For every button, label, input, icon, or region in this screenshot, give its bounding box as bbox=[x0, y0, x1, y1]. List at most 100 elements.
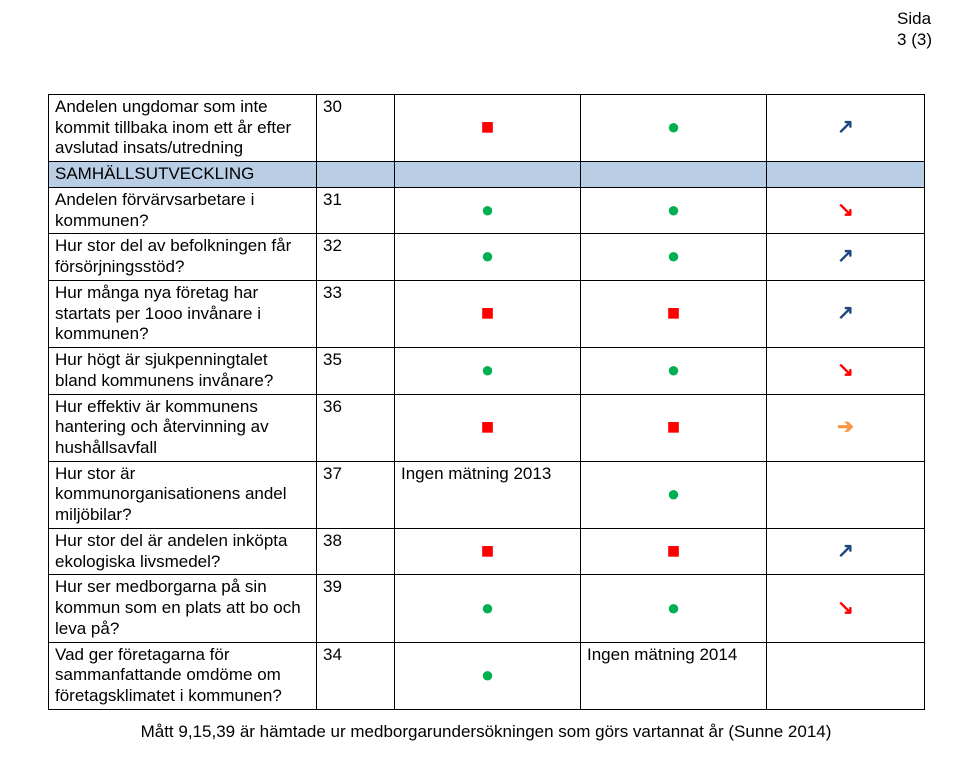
row-number: 38 bbox=[317, 528, 395, 574]
row-number: 30 bbox=[317, 95, 395, 162]
arr-right-icon: ➔ bbox=[837, 417, 854, 437]
dot-icon: ● bbox=[481, 245, 494, 267]
row-number: 39 bbox=[317, 575, 395, 642]
row-c4: ● bbox=[581, 95, 767, 162]
arr-upright-icon: ↗ bbox=[837, 303, 854, 323]
row-c5: ↗ bbox=[767, 234, 925, 280]
row-c3: ● bbox=[395, 234, 581, 280]
arr-downright-icon: ↘ bbox=[837, 598, 854, 618]
row-c3: ● bbox=[395, 642, 581, 709]
row-c5: ↘ bbox=[767, 348, 925, 394]
row-c4: ■ bbox=[581, 394, 767, 461]
content: Andelen ungdomar som inte kommit tillbak… bbox=[48, 94, 924, 742]
table-row: Hur ser medborgarna på sin kommun som en… bbox=[49, 575, 925, 642]
row-number: 31 bbox=[317, 187, 395, 233]
row-c5: ↘ bbox=[767, 575, 925, 642]
row-c3: Ingen mätning 2013 bbox=[395, 461, 581, 528]
table-row: Andelen förvärvsarbetare i kommunen?31 ● ●… bbox=[49, 187, 925, 233]
dot-icon: ● bbox=[481, 359, 494, 381]
data-table: Andelen ungdomar som inte kommit tillbak… bbox=[48, 94, 925, 710]
row-c4: ■ bbox=[581, 528, 767, 574]
table-row: Hur stor är kommunorganisationens andel … bbox=[49, 461, 925, 528]
row-c5 bbox=[767, 642, 925, 709]
row-label: Vad ger företagarna för sammanfattande o… bbox=[49, 642, 317, 709]
table-row: Hur stor del av befolkningen får försörj… bbox=[49, 234, 925, 280]
row-label: Hur stor är kommunorganisationens andel … bbox=[49, 461, 317, 528]
sq-icon: ■ bbox=[667, 540, 680, 562]
table-row: Hur många nya företag har startats per 1… bbox=[49, 280, 925, 347]
dot-icon: ● bbox=[481, 199, 494, 221]
row-number: 35 bbox=[317, 348, 395, 394]
row-c4: ● bbox=[581, 348, 767, 394]
row-c5: ↗ bbox=[767, 280, 925, 347]
dot-icon: ● bbox=[481, 597, 494, 619]
section-empty bbox=[767, 162, 925, 188]
arr-upright-icon: ↗ bbox=[837, 246, 854, 266]
row-number: 37 bbox=[317, 461, 395, 528]
row-c4: ● bbox=[581, 187, 767, 233]
row-label: Andelen ungdomar som inte kommit tillbak… bbox=[49, 95, 317, 162]
section-empty bbox=[395, 162, 581, 188]
arr-upright-icon: ↗ bbox=[837, 541, 854, 561]
row-c3: ■ bbox=[395, 95, 581, 162]
row-c3: ● bbox=[395, 575, 581, 642]
sq-icon: ■ bbox=[481, 540, 494, 562]
row-label: Hur många nya företag har startats per 1… bbox=[49, 280, 317, 347]
cell-text: Ingen mätning 2014 bbox=[587, 645, 737, 664]
row-c5: ➔ bbox=[767, 394, 925, 461]
table-row: Andelen ungdomar som inte kommit tillbak… bbox=[49, 95, 925, 162]
sq-icon: ■ bbox=[667, 416, 680, 438]
row-label: Hur effektiv är kommunens hantering och … bbox=[49, 394, 317, 461]
arr-upright-icon: ↗ bbox=[837, 117, 854, 137]
row-label: Hur stor del av befolkningen får försörj… bbox=[49, 234, 317, 280]
row-number: 33 bbox=[317, 280, 395, 347]
row-label: Hur ser medborgarna på sin kommun som en… bbox=[49, 575, 317, 642]
table-row: Hur högt är sjukpenningtalet bland kommu… bbox=[49, 348, 925, 394]
row-number: 36 bbox=[317, 394, 395, 461]
dot-icon: ● bbox=[667, 359, 680, 381]
row-c4: ■ bbox=[581, 280, 767, 347]
row-c3: ■ bbox=[395, 528, 581, 574]
page-header: Sida 3 (3) bbox=[897, 8, 932, 51]
row-c5 bbox=[767, 461, 925, 528]
row-c4: ● bbox=[581, 234, 767, 280]
table-row: Hur effektiv är kommunens hantering och … bbox=[49, 394, 925, 461]
sq-icon: ■ bbox=[481, 302, 494, 324]
section-empty bbox=[581, 162, 767, 188]
dot-icon: ● bbox=[667, 597, 680, 619]
row-c4: ● bbox=[581, 575, 767, 642]
dot-icon: ● bbox=[667, 116, 680, 138]
table-row: Hur stor del är andelen inköpta ekologis… bbox=[49, 528, 925, 574]
row-label: Andelen förvärvsarbetare i kommunen? bbox=[49, 187, 317, 233]
row-c5: ↘ bbox=[767, 187, 925, 233]
row-c4: ● bbox=[581, 461, 767, 528]
cell-text: Ingen mätning 2013 bbox=[401, 464, 551, 483]
table-row: Vad ger företagarna för sammanfattande o… bbox=[49, 642, 925, 709]
row-c5: ↗ bbox=[767, 95, 925, 162]
row-number: 32 bbox=[317, 234, 395, 280]
row-c5: ↗ bbox=[767, 528, 925, 574]
sq-icon: ■ bbox=[667, 302, 680, 324]
page-header-label: Sida bbox=[897, 8, 932, 29]
dot-icon: ● bbox=[667, 245, 680, 267]
row-c4: Ingen mätning 2014 bbox=[581, 642, 767, 709]
row-number: 34 bbox=[317, 642, 395, 709]
row-c3: ■ bbox=[395, 394, 581, 461]
table-row: SAMHÄLLSUTVECKLING bbox=[49, 162, 925, 188]
section-label: SAMHÄLLSUTVECKLING bbox=[49, 162, 317, 188]
row-c3: ● bbox=[395, 348, 581, 394]
row-c3: ● bbox=[395, 187, 581, 233]
sq-icon: ■ bbox=[481, 416, 494, 438]
row-label: Hur högt är sjukpenningtalet bland kommu… bbox=[49, 348, 317, 394]
dot-icon: ● bbox=[667, 483, 680, 505]
page-header-num: 3 (3) bbox=[897, 29, 932, 50]
sq-icon: ■ bbox=[481, 116, 494, 138]
row-label: Hur stor del är andelen inköpta ekologis… bbox=[49, 528, 317, 574]
dot-icon: ● bbox=[481, 664, 494, 686]
dot-icon: ● bbox=[667, 199, 680, 221]
page: Sida 3 (3) Andelen ungdomar som inte kom… bbox=[0, 0, 960, 762]
arr-downright-icon: ↘ bbox=[837, 200, 854, 220]
footnote: Mått 9,15,39 är hämtade ur medborgarunde… bbox=[48, 722, 924, 742]
arr-downright-icon: ↘ bbox=[837, 360, 854, 380]
section-empty bbox=[317, 162, 395, 188]
